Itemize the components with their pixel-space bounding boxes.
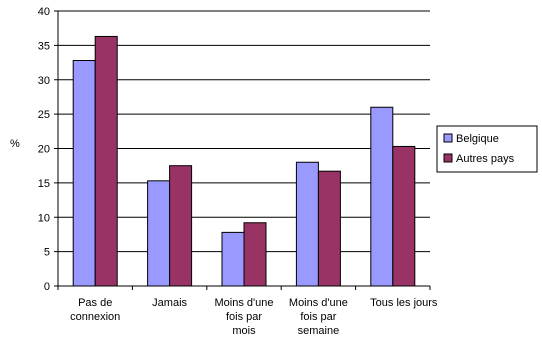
category-label: semaine bbox=[298, 325, 340, 337]
y-tick-label: 15 bbox=[38, 178, 50, 190]
y-tick-label: 20 bbox=[38, 144, 50, 156]
category-label: mois bbox=[232, 325, 256, 337]
category-label: Moins d'une bbox=[215, 297, 274, 309]
category-label: fois par bbox=[226, 311, 262, 323]
bar-autres-pays-4 bbox=[392, 145, 416, 287]
category-label: connexion bbox=[70, 311, 120, 323]
bar-autres-pays-2 bbox=[243, 222, 267, 287]
bar-belgique-0 bbox=[72, 60, 96, 287]
bar-belgique-2 bbox=[221, 231, 245, 287]
bar-autres-pays-1 bbox=[169, 165, 193, 287]
gridlines bbox=[58, 10, 430, 253]
bar-autres-pays-0 bbox=[94, 35, 118, 287]
category-label: Pas de bbox=[78, 297, 112, 309]
bar-belgique-4 bbox=[370, 106, 394, 287]
y-tick-label: 40 bbox=[38, 6, 50, 18]
category-label: Moins d'une bbox=[289, 297, 348, 309]
legend-box bbox=[436, 125, 538, 173]
x-axis-categories: Pas de connexion Jamais Moins d'une fois par… bbox=[70, 297, 438, 337]
category-label: Jamais bbox=[152, 297, 187, 309]
bars bbox=[57, 35, 431, 290]
legend-label: Belgique bbox=[456, 133, 499, 145]
y-axis-ticks: 0 5 10 15 20 25 30 35 40 bbox=[38, 6, 58, 293]
y-tick-label: 25 bbox=[38, 109, 50, 121]
bar-autres-pays-3 bbox=[317, 170, 341, 287]
y-tick-label: 0 bbox=[44, 281, 50, 293]
y-tick-label: 5 bbox=[44, 247, 50, 259]
legend-swatch bbox=[443, 133, 453, 143]
y-tick-label: 30 bbox=[38, 75, 50, 87]
category-label: fois par bbox=[300, 311, 336, 323]
y-tick-label: 35 bbox=[38, 40, 50, 52]
bar-belgique-3 bbox=[295, 161, 319, 287]
y-axis-label: % bbox=[10, 138, 20, 150]
y-tick-label: 10 bbox=[38, 212, 50, 224]
bar-belgique-1 bbox=[147, 180, 171, 287]
legend-label: Autres pays bbox=[456, 153, 515, 165]
legend-swatch bbox=[443, 153, 453, 163]
category-label: Tous les jours bbox=[370, 297, 438, 309]
legend: Belgique Autres pays bbox=[436, 125, 538, 173]
